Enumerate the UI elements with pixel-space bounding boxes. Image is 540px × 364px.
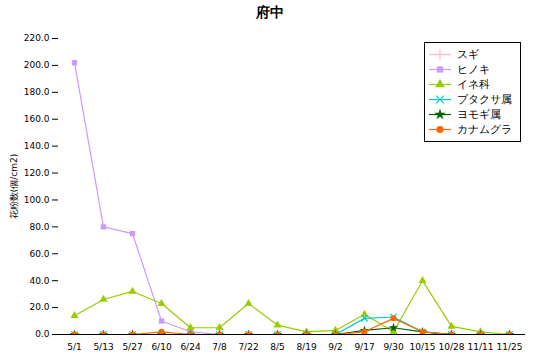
svg-text:120.0: 120.0: [24, 168, 50, 178]
svg-text:7/8: 7/8: [212, 342, 227, 352]
svg-text:スギ: スギ: [457, 48, 479, 61]
svg-text:イネ科: イネ科: [457, 78, 490, 91]
svg-text:7/22: 7/22: [238, 342, 258, 352]
svg-text:9/2: 9/2: [328, 342, 342, 352]
svg-text:180.0: 180.0: [24, 87, 50, 97]
svg-text:9/30: 9/30: [383, 342, 403, 352]
svg-text:220.0: 220.0: [24, 33, 50, 43]
svg-text:20.0: 20.0: [29, 302, 49, 312]
svg-text:8/19: 8/19: [296, 342, 316, 352]
svg-text:140.0: 140.0: [24, 141, 50, 151]
svg-text:6/24: 6/24: [180, 342, 200, 352]
svg-text:11/11: 11/11: [468, 342, 494, 352]
svg-text:80.0: 80.0: [29, 222, 49, 232]
html-text:府中: 府中: [256, 4, 284, 20]
svg-text:ヒノキ: ヒノキ: [457, 63, 490, 76]
svg-text:40.0: 40.0: [29, 276, 49, 286]
svg-text:ブタクサ属: ブタクサ属: [457, 93, 512, 106]
svg-text:10/28: 10/28: [439, 342, 465, 352]
svg-text:5/1: 5/1: [67, 342, 81, 352]
svg-text:5/27: 5/27: [122, 342, 142, 352]
svg-text:60.0: 60.0: [29, 249, 49, 259]
svg-text:100.0: 100.0: [24, 195, 50, 205]
svg-text:9/17: 9/17: [354, 342, 374, 352]
svg-text:カナムグラ: カナムグラ: [457, 123, 512, 136]
svg-text:5/13: 5/13: [93, 342, 113, 352]
svg-text:11/25: 11/25: [497, 342, 523, 352]
svg-text:10/15: 10/15: [410, 342, 436, 352]
svg-text:200.0: 200.0: [24, 60, 50, 70]
svg-text:8/5: 8/5: [270, 342, 284, 352]
svg-text:0.0: 0.0: [35, 329, 50, 339]
svg-text:花粉数(個/cm2): 花粉数(個/cm2): [9, 154, 19, 220]
svg-text:6/10: 6/10: [151, 342, 171, 352]
svg-text:160.0: 160.0: [24, 114, 50, 124]
svg-text:ヨモギ属: ヨモギ属: [457, 108, 501, 121]
